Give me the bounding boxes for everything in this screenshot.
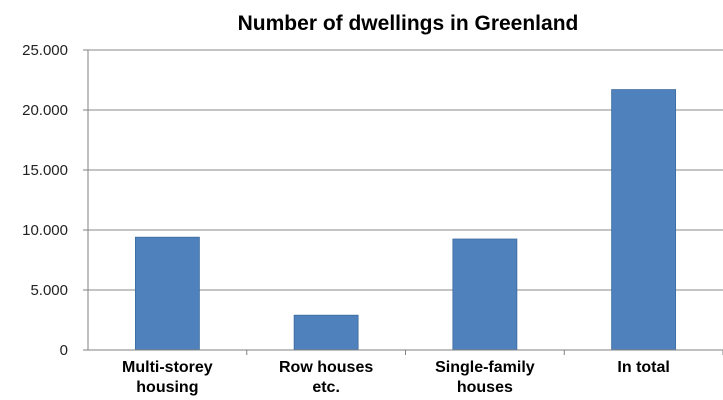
x-tick-label: Single-family houses — [435, 359, 535, 396]
x-axis-ticks: Multi-storey housing Row houses etc. Single-… — [122, 350, 723, 396]
bar — [293, 314, 359, 351]
x-tick-label: In total — [617, 359, 669, 376]
bar — [611, 89, 677, 351]
y-tick-label: 5.000 — [30, 282, 68, 299]
chart-title: Number of dwellings in Greenland — [238, 12, 579, 35]
y-axis-ticks: 0 5.000 10.000 15.000 20.000 25.000 — [22, 42, 88, 359]
bar — [452, 238, 518, 351]
y-tick-label: 0 — [60, 342, 68, 359]
x-tick-label: Multi-storey housing — [122, 359, 213, 396]
y-tick-label: 15.000 — [22, 162, 68, 179]
y-tick-label: 25.000 — [22, 42, 68, 59]
x-tick-label: Row houses etc. — [279, 359, 373, 396]
y-tick-label: 20.000 — [22, 102, 68, 119]
bars — [134, 89, 677, 351]
y-tick-label: 10.000 — [22, 222, 68, 239]
bar — [134, 236, 200, 351]
